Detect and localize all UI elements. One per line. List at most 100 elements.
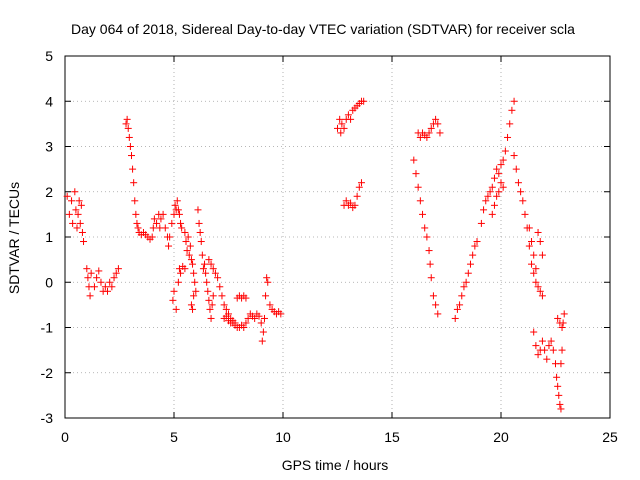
data-point [209,292,217,300]
data-point [199,265,207,273]
data-point [351,201,359,209]
data-point [532,342,540,350]
x-tick-label: 25 [602,429,618,445]
data-point [203,278,211,286]
data-point [205,256,213,264]
data-point [525,224,533,232]
data-point [473,238,481,246]
data-point [434,310,442,318]
data-point [159,210,167,218]
data-point [495,188,503,196]
data-point [207,260,215,268]
data-point [175,210,183,218]
data-point [198,251,206,259]
data-point [497,161,505,169]
data-point [545,342,553,350]
data-point [108,283,116,291]
data-point [360,97,368,105]
data-point [173,197,181,205]
data-point [347,115,355,123]
data-point [149,224,157,232]
data-point [504,133,512,141]
data-point [416,197,424,205]
data-point [166,233,174,241]
data-point [126,143,134,150]
data-point [337,129,345,137]
data-point [214,274,222,282]
y-tick-label: 5 [45,48,53,64]
y-tick-label: 3 [45,139,53,155]
data-point [557,405,565,413]
data-point [549,346,557,354]
data-point [532,278,540,286]
data-point [187,256,195,264]
data-point [499,156,507,164]
data-point [86,292,94,300]
x-tick-label: 10 [275,429,291,445]
y-tick-label: 1 [45,229,53,245]
data-point [211,269,219,277]
data-point [480,206,488,214]
data-point [84,274,92,282]
data-point [191,278,199,286]
y-tick-label: 0 [45,274,53,290]
y-tick-label: 2 [45,184,53,200]
data-point [222,312,230,320]
data-point [530,328,538,336]
data-point [425,247,433,255]
data-point [462,278,470,286]
grid [65,56,610,418]
data-point [558,324,566,331]
data-point [204,287,212,295]
data-point [124,124,132,132]
data-point [168,219,176,227]
data-point [63,192,71,200]
data-point [148,233,156,241]
data-point [517,188,525,196]
data-point [161,224,169,232]
data-point [497,179,505,187]
data-point [528,260,536,268]
data-point [181,265,189,273]
data-point [501,147,509,155]
data-point [110,274,118,282]
data-point [412,170,420,178]
data-point [538,292,546,300]
data-point [419,210,427,218]
data-point [528,238,536,246]
data-point [178,224,186,232]
data-point [547,337,555,345]
data-point [525,242,533,250]
data-point [112,269,120,277]
data-point [133,219,141,227]
data-point [78,228,86,236]
data-point [482,197,490,205]
data-point [532,265,540,273]
data-point [95,267,103,275]
data-point [77,201,85,209]
data-point [90,283,98,291]
data-point [556,400,564,408]
data-point [222,305,230,313]
data-point [106,278,114,286]
data-point [186,242,194,250]
data-point [534,351,542,359]
data-point [73,224,81,232]
data-point [129,165,137,173]
data-point [71,188,79,196]
y-tick-label: 4 [45,93,53,109]
chart-title: Day 064 of 2018, Sidereal Day-to-day VTE… [71,21,575,37]
data-point [187,301,195,309]
data-point [423,233,431,241]
data-point [264,278,272,286]
data-point [477,219,485,227]
data-point [488,210,496,218]
data-point [169,296,177,304]
data-point [488,183,496,191]
data-point [553,373,561,381]
data-point [471,242,479,250]
data-point [209,265,217,273]
data-point [157,215,165,223]
data-point [338,120,346,128]
data-point [172,305,180,313]
